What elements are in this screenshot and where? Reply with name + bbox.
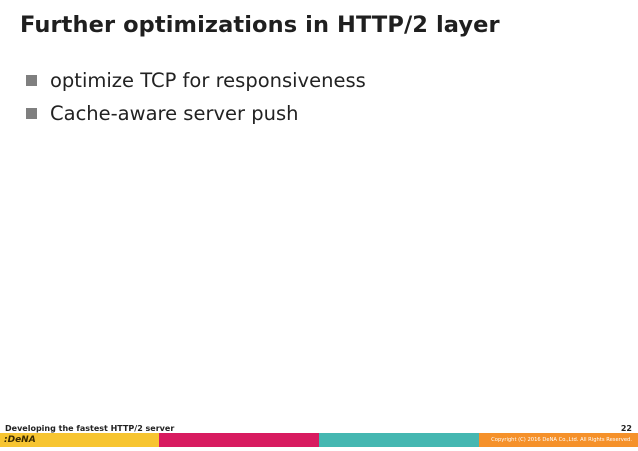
bullet-item: optimize TCP for responsiveness	[26, 64, 366, 97]
bullet-text: Cache-aware server push	[50, 102, 299, 125]
footer-color-bar: :DeNA Copyright (C) 2016 DeNA Co.,Ltd. A…	[0, 433, 638, 447]
square-bullet-icon	[26, 108, 37, 119]
color-bar-segment-teal	[319, 433, 479, 447]
slide-title: Further optimizations in HTTP/2 layer	[20, 12, 500, 38]
square-bullet-icon	[26, 75, 37, 86]
bullet-list: optimize TCP for responsiveness Cache-aw…	[26, 64, 366, 130]
bullet-item: Cache-aware server push	[26, 97, 366, 130]
dena-logo: :DeNA	[4, 435, 36, 445]
bullet-text: optimize TCP for responsiveness	[50, 69, 366, 92]
color-bar-segment-magenta	[159, 433, 319, 447]
color-bar-segment-orange: Copyright (C) 2016 DeNA Co.,Ltd. All Rig…	[479, 433, 638, 447]
color-bar-segment-yellow: :DeNA	[0, 433, 159, 447]
footer-presentation-title: Developing the fastest HTTP/2 server	[5, 424, 175, 433]
copyright-notice: Copyright (C) 2016 DeNA Co.,Ltd. All Rig…	[491, 437, 632, 443]
page-number: 22	[620, 424, 632, 433]
